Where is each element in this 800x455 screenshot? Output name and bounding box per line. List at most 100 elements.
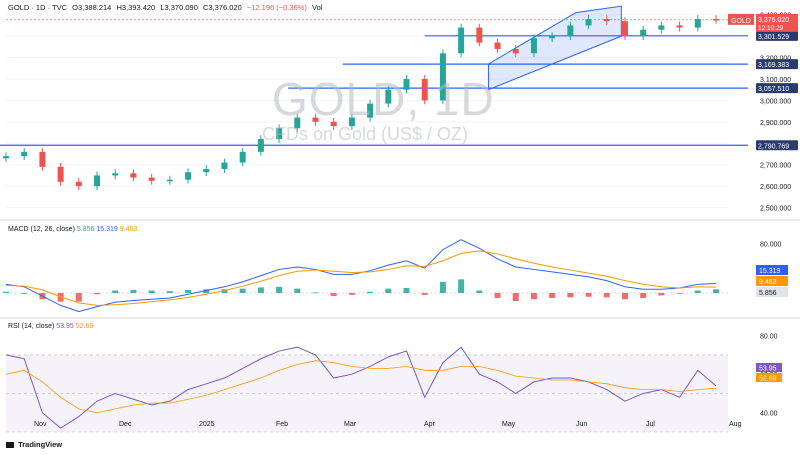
macd-histogram-bar [421,293,428,295]
macd-histogram-bar [112,290,119,293]
macd-hist-value: 5.856 [76,226,95,233]
macd-histogram-bar [148,290,155,293]
y-tick-label: 3,100.000 [760,77,791,84]
macd-histogram-bar [403,288,410,293]
rsi-label: RSI (14, close) [8,323,55,330]
macd-histogram-bar [21,293,28,294]
candle [694,19,701,28]
price-pane: 2,500.0002,600.0002,700.0002,800.0002,90… [0,5,800,319]
symbol-title[interactable]: GOLD · 1D · TVC [8,3,68,12]
symbol-header: GOLD · 1D · TVC O3,388.214 H3,393.420 L3… [8,3,325,12]
candle [567,25,574,37]
close-value: C3,376.020 [202,3,242,12]
candle [476,27,483,43]
y-tick-label: 3,000.000 [760,98,791,105]
x-tick-label: Apr [424,421,436,428]
candle [330,121,337,127]
rsi-y-tick-label: 40.00 [760,411,778,418]
candle [203,169,210,173]
price-tag [756,13,798,32]
candle [276,128,283,139]
x-tick-label: Jun [576,421,587,428]
macd-histogram-bar [458,279,465,293]
candle [75,181,82,187]
macd-histogram-bar [185,289,192,293]
watermark-subtitle: CFDs on Gold (US$ / OZ) [262,124,469,144]
macd-histogram-bar [166,291,173,293]
y-tick-label: 2,700.000 [760,163,791,170]
level-tag [756,83,798,94]
candle [21,151,28,157]
price-tag-value: 3,376.020 [758,17,789,24]
brand-label: TradingView [18,440,63,449]
price-tag-countdown: 12:10:29 [758,25,784,32]
level-tag [756,59,798,70]
candle [530,38,537,54]
symbol-tag-label: GOLD [731,18,751,25]
volume-label[interactable]: Vol [312,3,323,12]
macd-pane: 80.000 15.319 9.463 5.856 [3,239,788,313]
x-tick-label: Mar [344,421,357,428]
level-tag [756,140,798,151]
macd-histogram-bar [512,293,519,302]
macd-value-tag [756,276,788,286]
macd-legend[interactable]: MACD (12, 26, close) 5.856 15.319 9.463 [8,226,137,233]
macd-signal-value: 9.463 [119,226,138,233]
macd-line-value: 15.319 [96,226,118,233]
macd-histogram-bar [57,293,64,302]
macd-histogram-bar [94,293,101,295]
rsi-ma-line [5,360,717,414]
y-tick-label: 2,500.000 [760,206,791,213]
macd-line [5,239,717,313]
y-tick-label: 2,600.000 [760,184,791,191]
x-tick-label: 2025 [199,421,215,428]
macd-histogram-bar [239,288,246,293]
macd-value-tag-label: 15.319 [759,268,781,275]
candle [640,29,647,37]
price-channel [487,5,622,91]
macd-histogram-bar [385,288,392,293]
y-tick-label: 2,900.000 [760,120,791,127]
rsi-y-tick-label: 80.00 [760,334,778,341]
candle [185,172,192,180]
level-tag [756,30,798,41]
candle [439,53,446,101]
rsi-ma-value: 52.69 [75,323,94,330]
macd-histogram-bar [221,289,228,293]
macd-histogram-bar [439,281,446,293]
rsi-value-tag-label: 53.95 [759,366,777,373]
candle [221,162,228,169]
candle [367,103,374,118]
x-tick-label: Aug [729,421,742,428]
candle [239,151,246,163]
macd-histogram-bar [640,293,647,298]
macd-histogram-bar [348,293,355,295]
y-tick-label: 3,200.000 [760,56,791,63]
macd-histogram-bar [312,292,319,294]
macd-histogram-bar [694,290,701,293]
rsi-legend[interactable]: RSI (14, close) 53.95 52.69 [8,323,93,330]
macd-histogram-bar [257,287,264,293]
candle [421,79,428,101]
candle [294,117,301,129]
x-tick-label: May [502,421,516,428]
candle [3,156,9,159]
rsi-value-tag [756,363,782,372]
macd-histogram-bar [567,293,574,298]
level-label: 2,790.769 [758,143,789,150]
macd-value-tag [756,265,788,275]
rsi-value: 53.95 [56,323,74,330]
time-axis: Nov Dec 2025 Feb Mar Apr May Jun Jul Aug [34,421,742,428]
macd-histogram-bar [75,293,82,302]
tradingview-logo[interactable]: TradingView [6,440,62,449]
macd-label: MACD (12, 26, close) [8,226,75,233]
macd-histogram-bar [294,288,301,293]
macd-histogram-bar [476,290,483,293]
candle [148,177,155,181]
candle [57,166,64,182]
candle [130,173,137,178]
macd-histogram-bar [330,293,337,297]
level-label: 3,057.510 [758,86,789,93]
x-tick-label: Nov [34,421,47,428]
